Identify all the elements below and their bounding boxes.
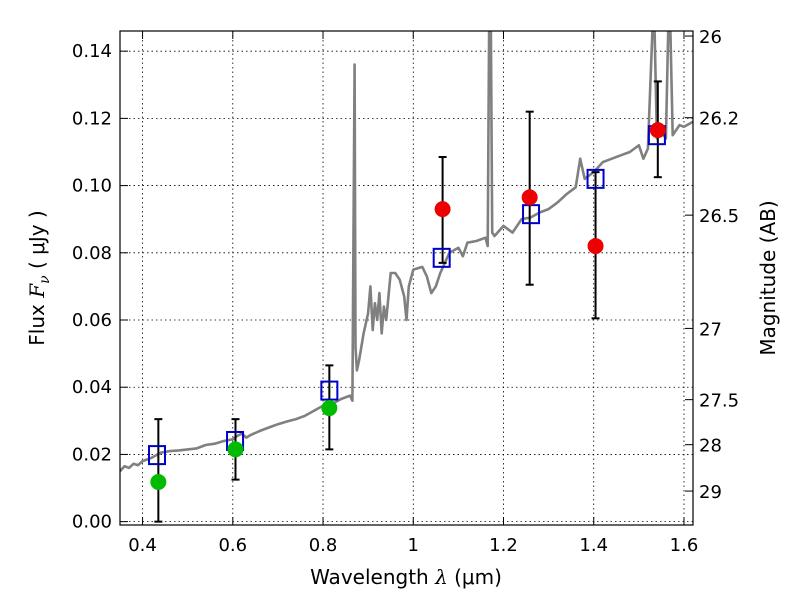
y-tick-label: 0.02 xyxy=(72,444,112,465)
y-tick-label: 0.12 xyxy=(72,108,112,129)
model-spectrum-line xyxy=(120,31,693,473)
y2-tick-label: 26.5 xyxy=(699,206,739,227)
observed-point xyxy=(150,473,167,490)
y-axis-title: Flux Fν ( μJy ) xyxy=(25,210,53,345)
observed-point xyxy=(434,201,451,218)
model-photometry-square xyxy=(147,445,166,466)
model-photometry-square xyxy=(432,247,451,268)
y-tick-label: 0.08 xyxy=(72,243,112,264)
observed-point xyxy=(649,122,666,139)
plot-area xyxy=(120,31,693,523)
y2-tick-labels: 26 26.2 26.5 27 27.5 28 29 xyxy=(699,27,739,503)
model-photometry-square xyxy=(320,380,339,401)
x-tick-label: 1 xyxy=(408,535,419,556)
grid-lines xyxy=(120,31,693,525)
x-tick-label: 0.6 xyxy=(218,535,247,556)
y2-tick-label: 26 xyxy=(699,27,722,48)
y-tick-label: 0.14 xyxy=(72,41,112,62)
observed-point xyxy=(587,238,604,255)
plot-frame xyxy=(119,30,694,526)
model-photometry-squares xyxy=(147,125,666,466)
x-tick-label: 0.8 xyxy=(309,535,338,556)
x-axis-title: Wavelength λ (μm) xyxy=(310,565,502,589)
x-tick-label: 0.4 xyxy=(128,535,157,556)
y2-tick-label: 28 xyxy=(699,436,722,457)
y2-tick-label: 29 xyxy=(699,482,722,503)
x-tick-label: 1.2 xyxy=(489,535,518,556)
y2-axis-title: Magnitude (AB) xyxy=(756,200,780,355)
y-tick-label: 0.00 xyxy=(72,512,112,533)
observed-point xyxy=(321,400,338,417)
x-tick-label: 1.4 xyxy=(579,535,608,556)
y2-tick-label: 26.2 xyxy=(699,109,739,130)
y-tick-label: 0.04 xyxy=(72,377,112,398)
observed-photometry-points xyxy=(150,122,666,490)
y-tick-label: 0.10 xyxy=(72,176,112,197)
observed-point xyxy=(521,189,538,206)
axis-ticks xyxy=(120,31,693,525)
model-photometry-square xyxy=(586,168,605,189)
observed-point xyxy=(227,441,244,458)
y2-tick-label: 27 xyxy=(699,319,722,340)
y2-tick-label: 27.5 xyxy=(699,391,739,412)
y-tick-label: 0.06 xyxy=(72,310,112,331)
y-tick-labels: 0.00 0.02 0.04 0.06 0.08 0.10 0.12 0.14 xyxy=(72,41,112,532)
x-tick-labels: 0.4 0.6 0.8 1 1.2 1.4 1.6 xyxy=(128,535,698,556)
x-tick-label: 1.6 xyxy=(670,535,699,556)
